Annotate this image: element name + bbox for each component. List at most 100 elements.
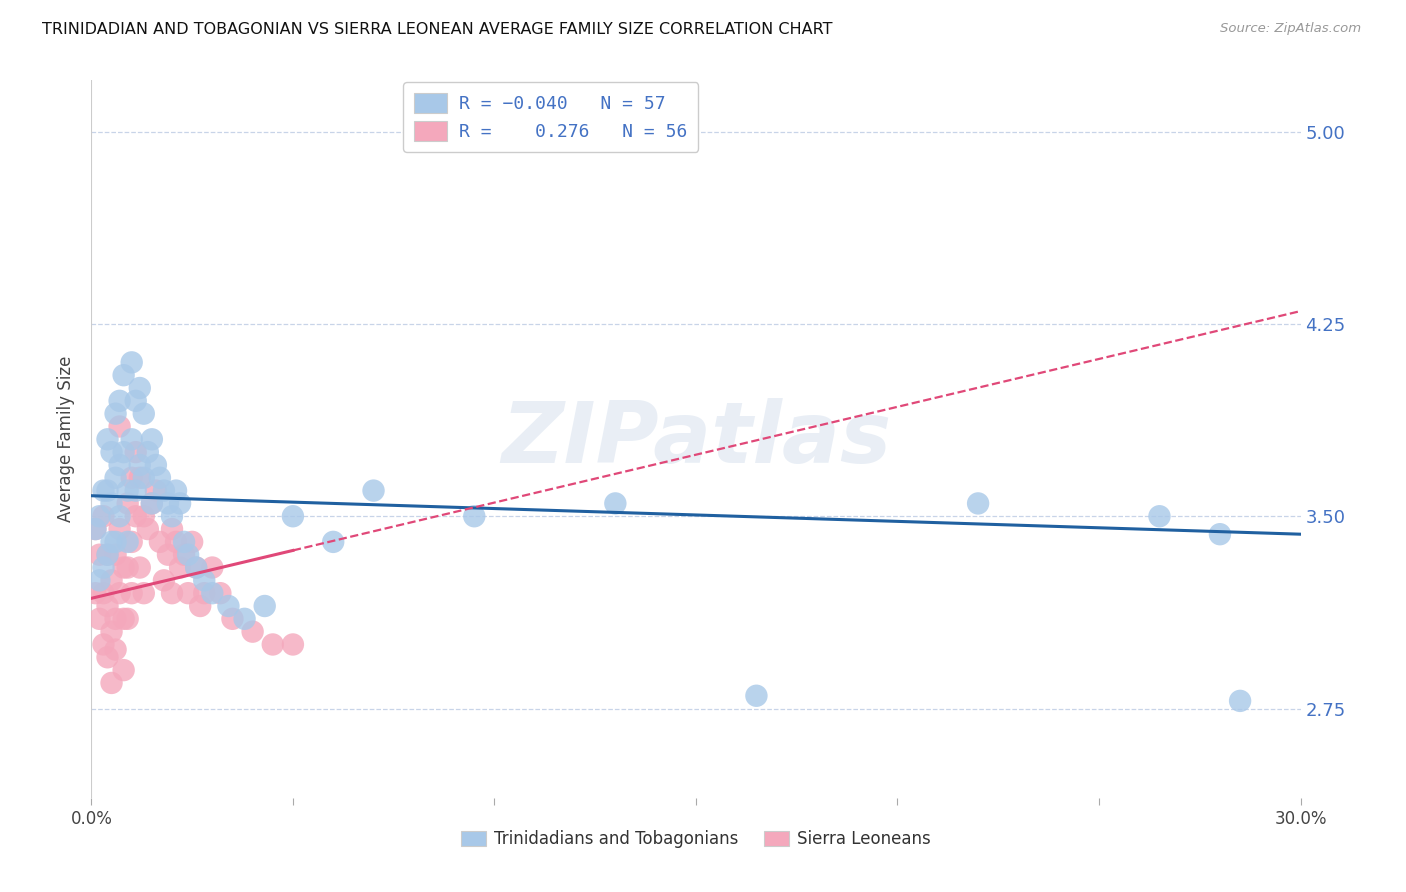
Point bbox=[1229, 694, 1251, 708]
Point bbox=[209, 586, 232, 600]
Point bbox=[112, 612, 135, 626]
Point bbox=[128, 471, 150, 485]
Point bbox=[201, 586, 224, 600]
Point bbox=[121, 355, 143, 369]
Point bbox=[193, 586, 215, 600]
Point bbox=[108, 522, 131, 536]
Point bbox=[108, 586, 131, 600]
Point bbox=[112, 560, 135, 574]
Point bbox=[160, 509, 183, 524]
Point bbox=[186, 560, 208, 574]
Point bbox=[1149, 509, 1171, 524]
Point bbox=[93, 586, 115, 600]
Point bbox=[121, 471, 143, 485]
Point bbox=[117, 483, 139, 498]
Point bbox=[100, 676, 122, 690]
Point bbox=[262, 637, 284, 651]
Point bbox=[153, 574, 176, 588]
Point bbox=[117, 534, 139, 549]
Point bbox=[93, 483, 115, 498]
Point bbox=[112, 445, 135, 459]
Point bbox=[745, 689, 768, 703]
Legend: Trinidadians and Tobagonians, Sierra Leoneans: Trinidadians and Tobagonians, Sierra Leo… bbox=[454, 823, 938, 855]
Point bbox=[132, 586, 155, 600]
Point bbox=[253, 599, 276, 613]
Point bbox=[112, 663, 135, 677]
Point bbox=[156, 548, 179, 562]
Point bbox=[136, 522, 159, 536]
Point bbox=[322, 534, 344, 549]
Point bbox=[96, 433, 118, 447]
Point bbox=[141, 496, 163, 510]
Point bbox=[100, 624, 122, 639]
Point bbox=[141, 496, 163, 510]
Point bbox=[104, 471, 127, 485]
Point bbox=[233, 612, 256, 626]
Point bbox=[84, 522, 107, 536]
Point bbox=[93, 560, 115, 574]
Y-axis label: Average Family Size: Average Family Size bbox=[58, 356, 76, 523]
Point bbox=[93, 637, 115, 651]
Point bbox=[89, 509, 111, 524]
Point bbox=[125, 483, 148, 498]
Point bbox=[186, 560, 208, 574]
Point bbox=[177, 548, 200, 562]
Point bbox=[145, 458, 167, 472]
Point bbox=[108, 393, 131, 408]
Point bbox=[108, 419, 131, 434]
Point bbox=[136, 445, 159, 459]
Point bbox=[104, 612, 127, 626]
Point bbox=[173, 548, 195, 562]
Point bbox=[100, 496, 122, 510]
Point bbox=[121, 534, 143, 549]
Point bbox=[104, 642, 127, 657]
Point bbox=[104, 407, 127, 421]
Point bbox=[463, 509, 485, 524]
Point bbox=[132, 407, 155, 421]
Point bbox=[117, 612, 139, 626]
Point bbox=[108, 509, 131, 524]
Point bbox=[121, 433, 143, 447]
Point bbox=[132, 509, 155, 524]
Point bbox=[363, 483, 385, 498]
Point bbox=[173, 534, 195, 549]
Text: TRINIDADIAN AND TOBAGONIAN VS SIERRA LEONEAN AVERAGE FAMILY SIZE CORRELATION CHA: TRINIDADIAN AND TOBAGONIAN VS SIERRA LEO… bbox=[42, 22, 832, 37]
Point bbox=[96, 483, 118, 498]
Point bbox=[96, 599, 118, 613]
Point bbox=[149, 471, 172, 485]
Point bbox=[149, 534, 172, 549]
Point bbox=[281, 637, 304, 651]
Point bbox=[169, 560, 191, 574]
Point bbox=[281, 509, 304, 524]
Point bbox=[100, 574, 122, 588]
Point bbox=[221, 612, 243, 626]
Point bbox=[121, 586, 143, 600]
Point bbox=[169, 496, 191, 510]
Point bbox=[112, 368, 135, 383]
Point bbox=[89, 574, 111, 588]
Point bbox=[132, 471, 155, 485]
Point bbox=[89, 612, 111, 626]
Point bbox=[156, 496, 179, 510]
Point bbox=[160, 522, 183, 536]
Text: ZIPatlas: ZIPatlas bbox=[501, 398, 891, 481]
Point bbox=[96, 650, 118, 665]
Point bbox=[177, 586, 200, 600]
Point bbox=[1209, 527, 1232, 541]
Point bbox=[84, 522, 107, 536]
Text: Source: ZipAtlas.com: Source: ZipAtlas.com bbox=[1220, 22, 1361, 36]
Point bbox=[125, 393, 148, 408]
Point bbox=[104, 534, 127, 549]
Point bbox=[145, 483, 167, 498]
Point bbox=[125, 445, 148, 459]
Point bbox=[242, 624, 264, 639]
Point bbox=[84, 586, 107, 600]
Point bbox=[93, 509, 115, 524]
Point bbox=[165, 534, 187, 549]
Point bbox=[96, 548, 118, 562]
Point bbox=[104, 548, 127, 562]
Point bbox=[117, 496, 139, 510]
Point bbox=[100, 534, 122, 549]
Point bbox=[100, 445, 122, 459]
Point bbox=[217, 599, 239, 613]
